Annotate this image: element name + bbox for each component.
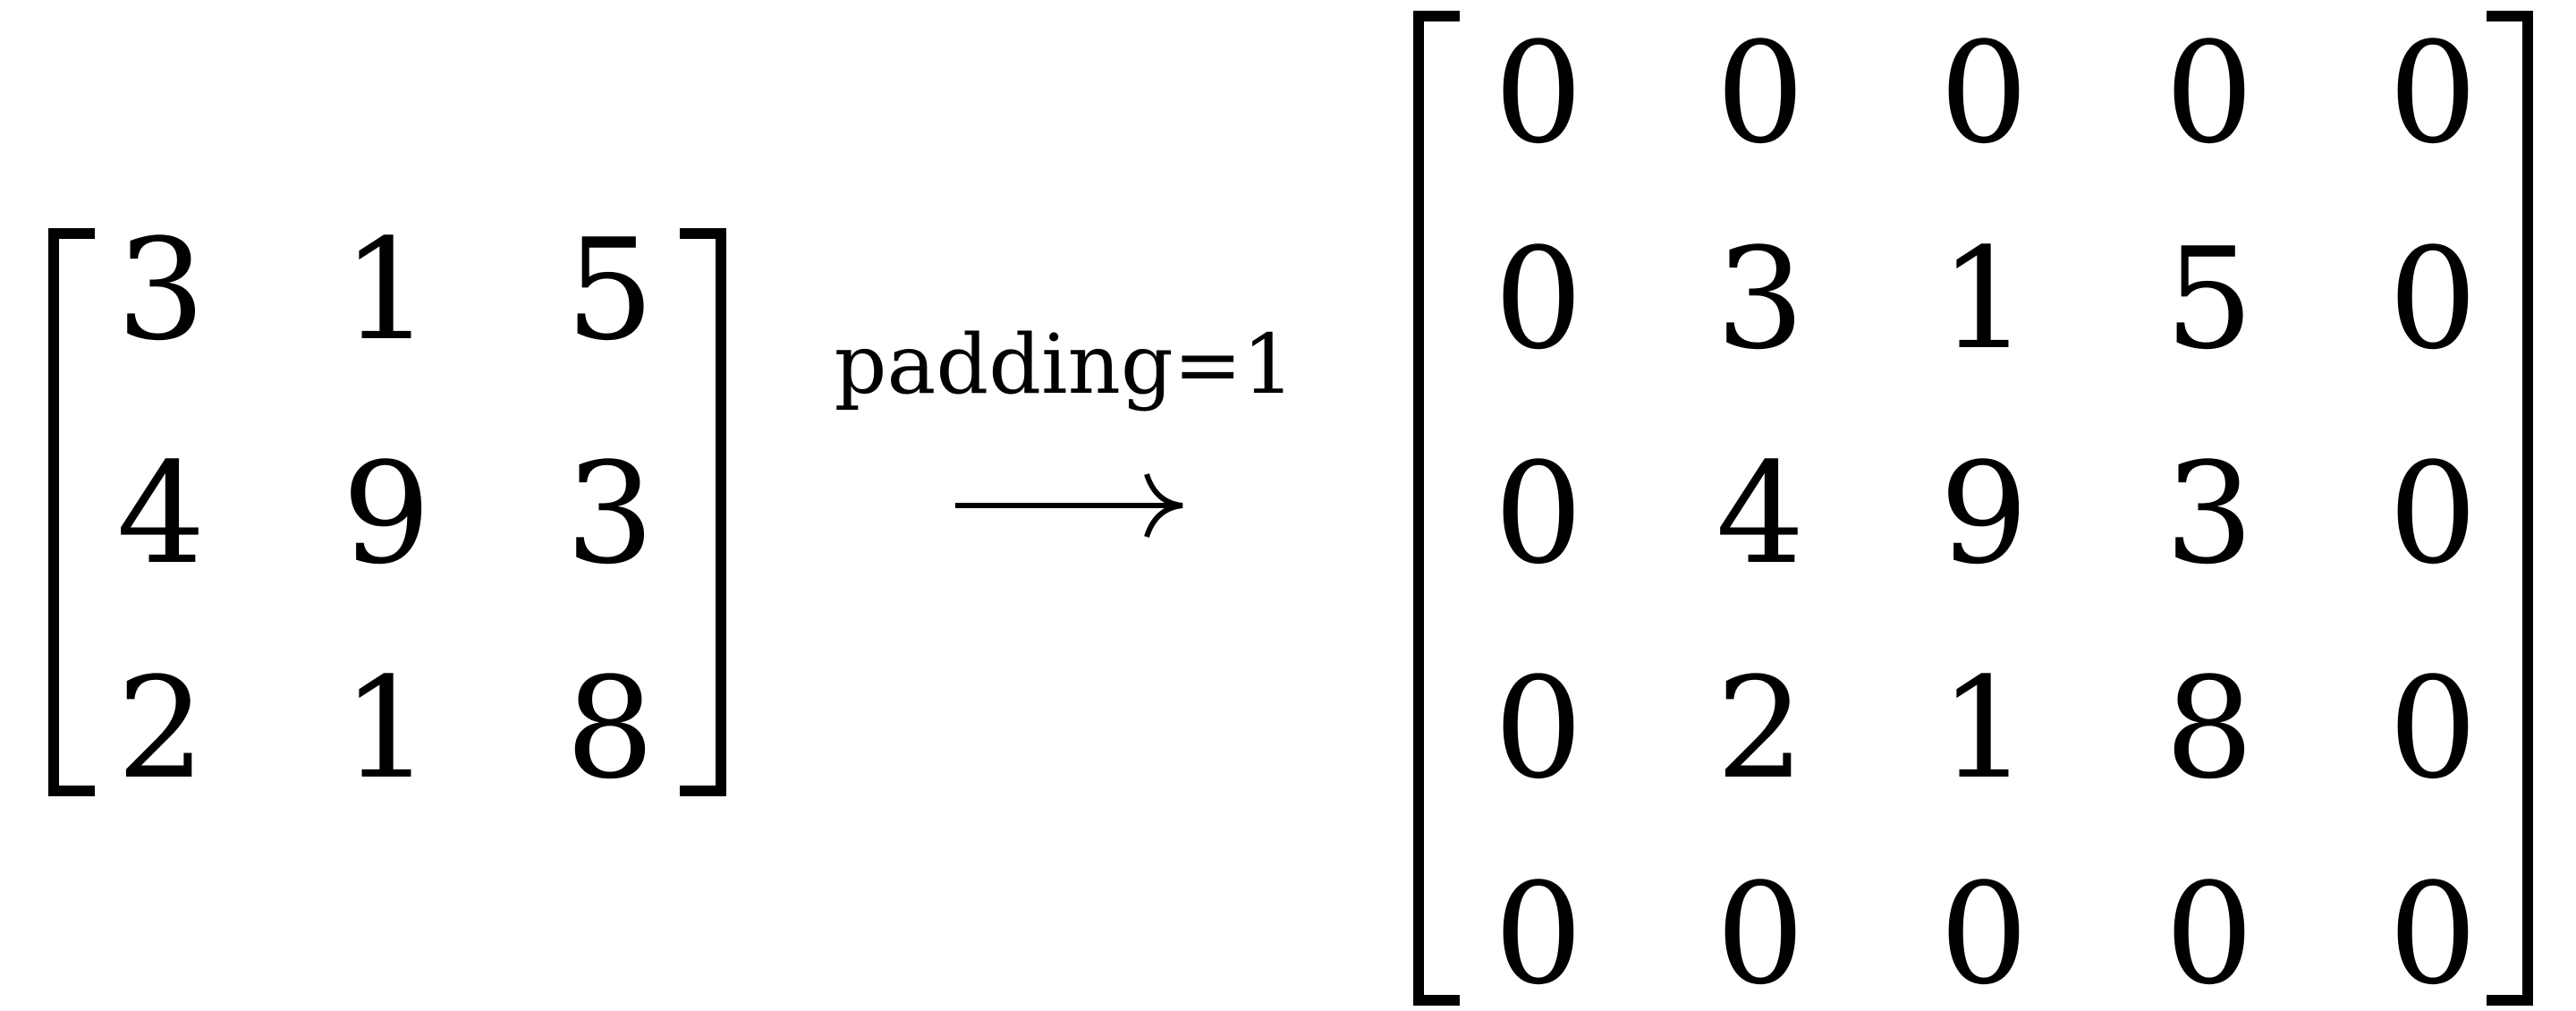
matrix-cell: 0 bbox=[1939, 12, 2029, 174]
matrix-cell: 8 bbox=[565, 647, 655, 810]
matrix-cell: 1 bbox=[1939, 217, 2029, 380]
matrix-cell: 3 bbox=[1716, 217, 1805, 380]
matrix-cell: 5 bbox=[565, 208, 655, 371]
matrix-cell: 0 bbox=[1494, 217, 1583, 380]
matrix-cell: 0 bbox=[1716, 853, 1805, 1011]
matrix-cell: 9 bbox=[342, 432, 431, 595]
matrix-cell: 0 bbox=[1494, 853, 1583, 1011]
matrix-cell: 0 bbox=[2388, 217, 2478, 380]
matrix-cell: 1 bbox=[1939, 647, 2029, 810]
matrix-cell: 0 bbox=[2388, 647, 2478, 810]
matrix-cell: 0 bbox=[2165, 12, 2254, 174]
matrix-cell: 0 bbox=[2388, 12, 2478, 174]
matrix-cell: 1 bbox=[342, 647, 431, 810]
matrix-cell: 2 bbox=[116, 647, 206, 810]
matrix-cell: 0 bbox=[2165, 853, 2254, 1011]
matrix-cell: 8 bbox=[2165, 647, 2254, 810]
matrix-cell: 0 bbox=[1939, 853, 2029, 1011]
matrix-cell: 1 bbox=[342, 208, 431, 371]
matrix-cell: 0 bbox=[1716, 12, 1805, 174]
matrix-cell: 4 bbox=[116, 432, 206, 595]
right-arrow-icon bbox=[955, 473, 1183, 538]
matrix-cell: 0 bbox=[2388, 432, 2478, 595]
matrix-cell: 0 bbox=[1494, 647, 1583, 810]
matrix-cell: 2 bbox=[1716, 647, 1805, 810]
padded-matrix-right-bracket bbox=[2487, 11, 2533, 1006]
matrix-cell: 0 bbox=[1494, 432, 1583, 595]
matrix-cell: 5 bbox=[2165, 217, 2254, 380]
operation-label: padding=1 bbox=[834, 317, 1295, 412]
matrix-cell: 0 bbox=[1494, 12, 1583, 174]
matrix-cell: 3 bbox=[116, 208, 206, 371]
matrix-cell: 9 bbox=[1939, 432, 2029, 595]
matrix-cell: 4 bbox=[1716, 432, 1805, 595]
matrix-cell: 0 bbox=[2388, 853, 2478, 1011]
padded-matrix-left-bracket bbox=[1413, 11, 1460, 1006]
source-matrix-left-bracket bbox=[48, 228, 95, 796]
matrix-cell: 3 bbox=[565, 432, 655, 595]
source-matrix-right-bracket bbox=[680, 228, 726, 796]
matrix-cell: 3 bbox=[2165, 432, 2254, 595]
